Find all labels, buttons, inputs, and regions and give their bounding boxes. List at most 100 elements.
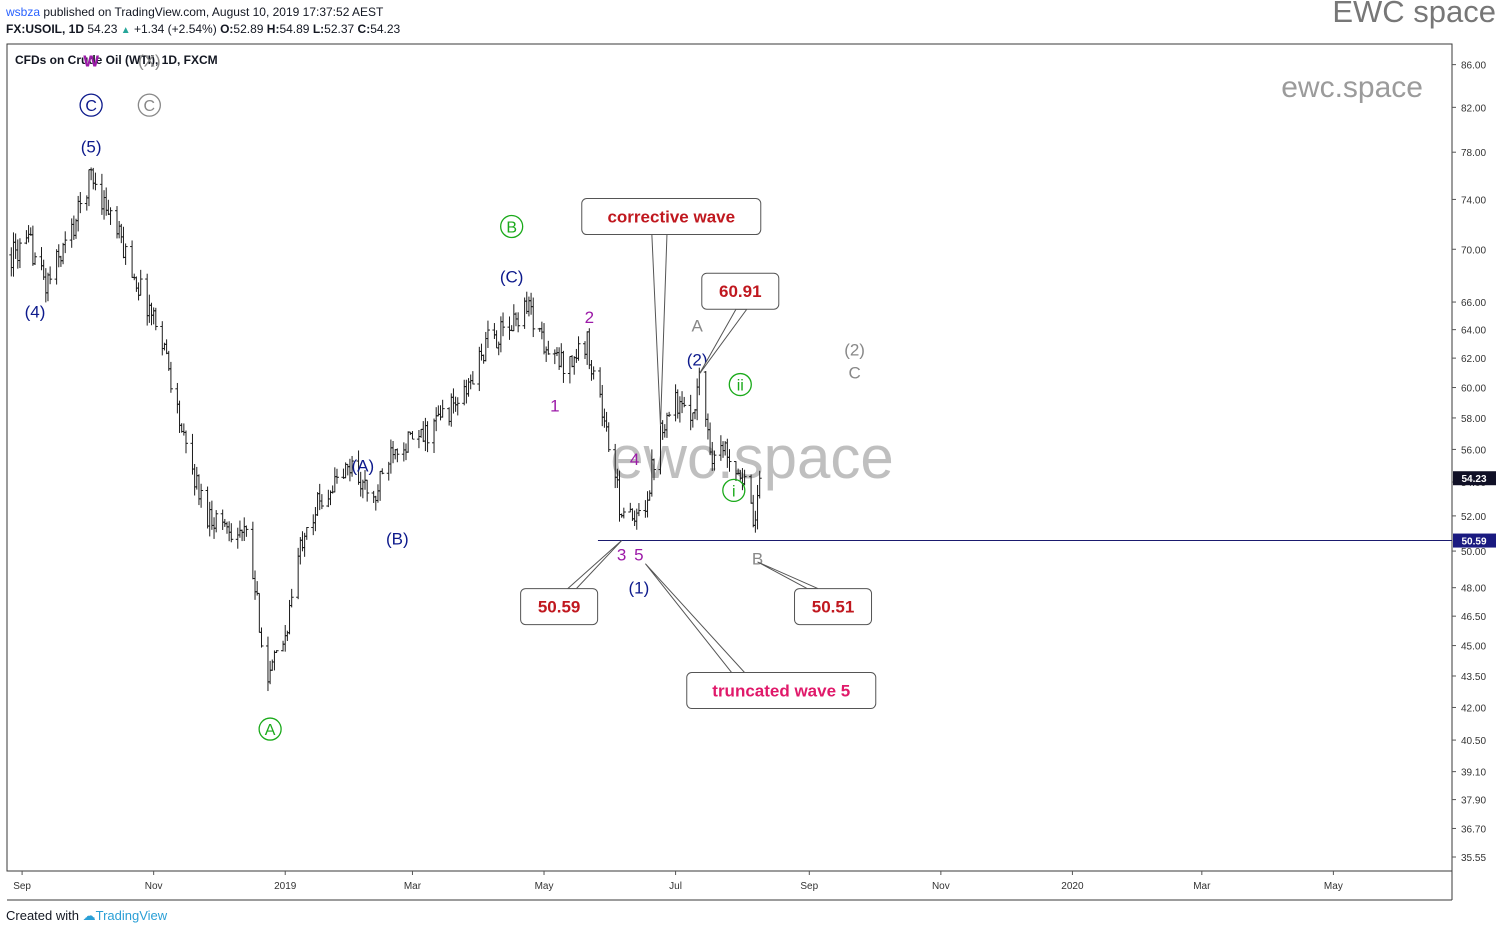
ohlc-bar <box>395 448 400 463</box>
ohlc-bar <box>229 523 234 543</box>
x-tick-label: Sep <box>800 881 818 892</box>
wave-label: 2 <box>585 308 594 327</box>
tradingview-logo-icon: ☁ <box>82 908 96 923</box>
ohlc-bar <box>265 636 270 692</box>
support-price-tag: 50.59 <box>1453 533 1496 548</box>
wave-label: ii <box>728 372 752 397</box>
y-tick-label: 45.00 <box>1461 642 1486 653</box>
y-tick-label: 40.50 <box>1461 736 1486 747</box>
ohlc-bar <box>544 346 549 362</box>
ohlc-bar <box>24 230 29 245</box>
wave-label: A <box>691 316 703 335</box>
y-tick-label: 58.00 <box>1461 414 1486 425</box>
ohlc-bar <box>645 491 650 518</box>
ohlc-bar <box>224 521 229 534</box>
tradingview-link[interactable]: TradingView <box>95 908 168 923</box>
ohlc-bar <box>751 494 756 528</box>
svg-text:(1): (1) <box>629 579 650 598</box>
annotation-callout: truncated wave 5 <box>644 563 877 710</box>
ohlc-bar <box>576 336 581 361</box>
ohlc-bar <box>572 356 577 375</box>
x-tick-label: Mar <box>404 881 422 892</box>
svg-text:(B): (B) <box>386 530 409 549</box>
ohlc-bar <box>378 470 383 501</box>
ohlc-bar <box>102 190 107 220</box>
ohlc-bar <box>272 650 277 671</box>
wave-label: 4 <box>630 450 639 469</box>
ohlc-bar <box>410 431 415 440</box>
ohlc-bar <box>214 510 219 533</box>
wave-label: (2) <box>844 340 865 359</box>
ohlc-bar <box>93 172 98 191</box>
ohlc-bar <box>175 382 180 414</box>
y-tick-label: 60.00 <box>1461 384 1486 395</box>
ohlc-bar <box>587 328 592 370</box>
chart-title: CFDs on Crude Oil (WTI), 1D, FXCM <box>15 53 218 67</box>
ohlc-bar <box>71 215 76 240</box>
ohlc-bar <box>164 339 169 355</box>
svg-text:5: 5 <box>634 546 643 565</box>
ohlc-bar <box>591 366 596 380</box>
up-arrow-icon: ▲ <box>120 25 131 36</box>
ohlc-bar <box>492 323 497 339</box>
y-tick-label: 52.00 <box>1461 512 1486 523</box>
ohlc-bar <box>253 570 258 600</box>
ohlc-bar <box>332 467 337 493</box>
publisher-name[interactable]: wsbza <box>6 5 41 19</box>
ohlc-bar <box>106 199 111 216</box>
ohlc-bar <box>250 521 255 580</box>
low-label: L: <box>312 22 325 36</box>
ohlc-bar <box>425 421 430 453</box>
ohlc-bar <box>419 428 424 438</box>
ohlc-bar <box>526 296 531 317</box>
ohlc-bar <box>604 411 609 432</box>
y-tick-label: 66.00 <box>1461 298 1486 309</box>
ohlc-bar <box>464 379 469 404</box>
ohlc-bar <box>104 187 109 216</box>
ohlc-bar <box>574 348 579 363</box>
svg-text:3: 3 <box>617 546 626 565</box>
ohlc-bar <box>643 500 648 518</box>
ohlc-bar <box>570 355 575 368</box>
y-tick-label: 82.00 <box>1461 103 1486 114</box>
wave-label: C <box>137 93 161 117</box>
ohlc-bar <box>242 517 247 542</box>
ohlc-bar <box>89 167 94 181</box>
svg-text:1: 1 <box>550 397 559 416</box>
ohlc-bar <box>69 218 74 248</box>
wave-label: (2) <box>687 351 708 370</box>
ohlc-bar <box>552 349 557 365</box>
ohlc-bar <box>166 350 171 371</box>
ohlc-bar <box>192 463 197 496</box>
ohlc-bar <box>168 361 173 393</box>
ohlc-bar <box>434 407 439 432</box>
ohlc-bar <box>345 463 350 476</box>
y-tick-label: 36.70 <box>1461 824 1486 835</box>
watermark-big: ewc.space <box>610 424 893 491</box>
svg-text:(A): (A) <box>352 457 375 476</box>
open-label: O: <box>220 22 234 36</box>
ohlc-bar <box>132 273 137 281</box>
ohlc-bar <box>9 247 14 277</box>
ohlc-bar <box>177 400 182 433</box>
ohlc-bar <box>432 418 437 454</box>
ohlc-bar <box>628 502 633 513</box>
ohlc-bar <box>727 449 732 472</box>
annotation-callout: 50.59 <box>520 540 623 626</box>
price-change: +1.34 (+2.54%) <box>133 22 217 36</box>
svg-text:50.59: 50.59 <box>538 598 581 617</box>
ohlc-bar <box>393 449 398 460</box>
ohlc-bar <box>447 407 452 426</box>
ohlc-bar <box>507 316 512 340</box>
x-tick-label: Nov <box>932 881 950 892</box>
wave-label: 1 <box>550 397 559 416</box>
ohlc-bar <box>149 302 154 326</box>
ohlc-bar <box>311 514 316 536</box>
svg-text:(2): (2) <box>844 340 865 359</box>
x-tick-label: May <box>535 881 554 892</box>
ohlc-bar <box>375 484 380 503</box>
ohlc-bar <box>496 341 501 356</box>
x-tick-label: Mar <box>1193 881 1211 892</box>
ohlc-bar <box>235 527 240 549</box>
